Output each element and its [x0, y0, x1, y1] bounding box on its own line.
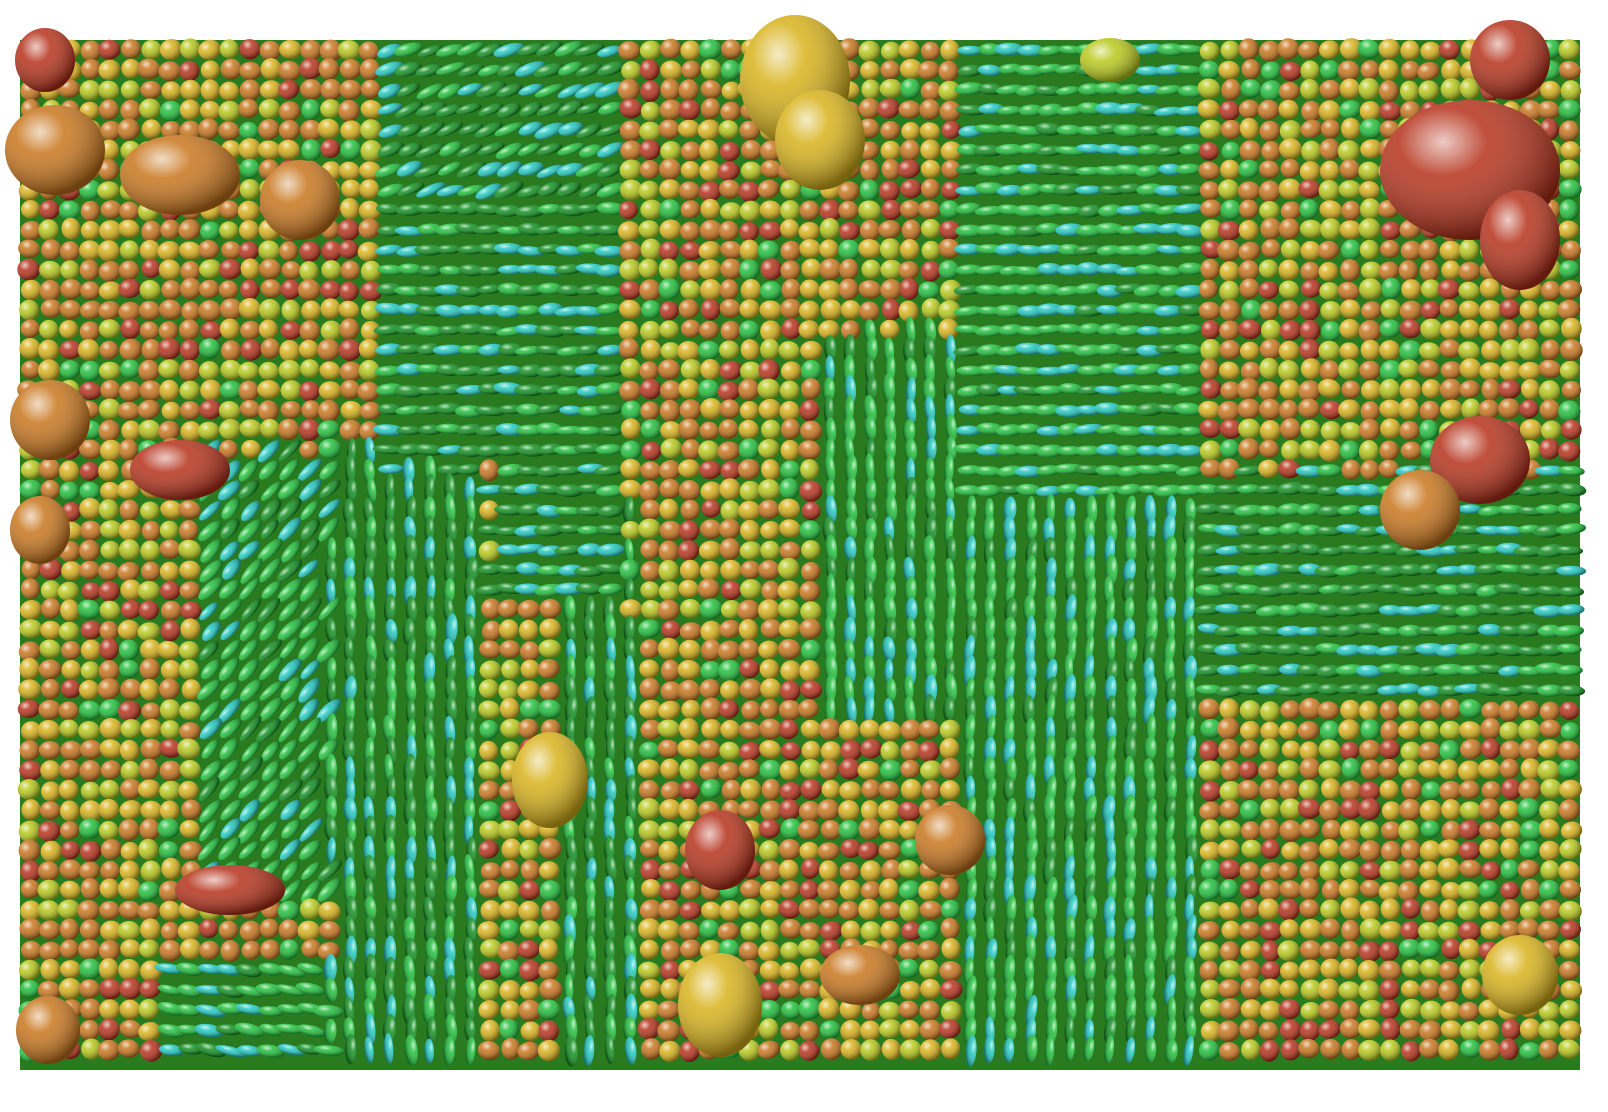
ellipsoid-glyph-shading — [1240, 342, 1260, 361]
ellipsoid-glyph-shading — [801, 640, 821, 661]
ellipsoid-glyph-shading — [678, 120, 700, 138]
ellipsoid-glyph-shading — [1459, 239, 1479, 261]
ellipsoid-glyph-shading — [318, 439, 341, 459]
ellipsoid-glyph-shading — [1381, 278, 1401, 300]
ellipsoid-glyph-shading — [260, 41, 281, 61]
ellipsoid-glyph-shading — [639, 659, 659, 678]
ellipsoid-glyph-shading — [1359, 361, 1380, 381]
ellipsoid-glyph-shading — [19, 619, 42, 638]
ellipsoid-glyph-shading — [899, 101, 921, 119]
ellipsoid-glyph-shading — [219, 221, 238, 239]
ellipsoid-glyph-shading — [280, 321, 302, 339]
ellipsoid-glyph-shading — [1279, 379, 1300, 399]
ellipsoid-glyph-shading — [1401, 61, 1420, 80]
ellipsoid-glyph-shading — [1260, 339, 1282, 360]
ellipsoid-glyph-shading — [758, 240, 780, 261]
ellipsoid-glyph-shading — [1260, 218, 1281, 240]
ellipsoid-glyph-shading — [677, 341, 700, 361]
ellipsoid-glyph-shading — [1557, 503, 1581, 515]
ellipsoid-glyph-shading — [881, 141, 901, 161]
ellipsoid-glyph-shading — [1221, 120, 1242, 139]
ellipsoid-glyph-shading — [659, 320, 679, 338]
ellipsoid-glyph-shading — [121, 39, 141, 59]
ellipsoid-glyph-shading — [740, 560, 760, 578]
ellipsoid-glyph-shading — [1280, 159, 1300, 178]
ellipsoid-glyph-shading — [659, 499, 678, 521]
ellipsoid-glyph-shading — [719, 538, 740, 560]
ellipsoid-glyph-shading — [340, 120, 362, 140]
ellipsoid-glyph-shading — [239, 381, 259, 402]
ellipsoid-glyph-shading — [563, 595, 575, 622]
ellipsoid-glyph-shading — [1399, 340, 1422, 362]
